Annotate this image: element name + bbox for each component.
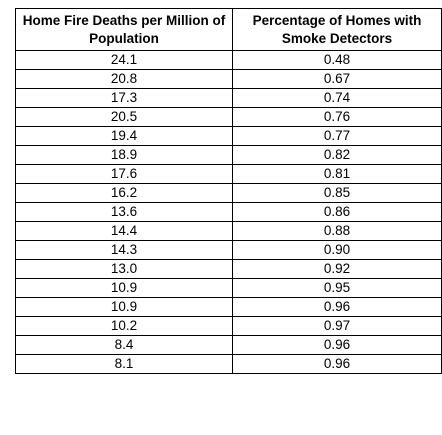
table-row: 20.8 0.67 xyxy=(15,69,442,89)
cell-smoke-detectors: 0.48 xyxy=(232,50,442,70)
cell-smoke-detectors: 0.96 xyxy=(232,297,442,317)
cell-fire-deaths: 13.6 xyxy=(15,202,233,222)
table-row: 8.4 0.96 xyxy=(15,335,442,355)
table-row: 20.5 0.76 xyxy=(15,107,442,127)
cell-fire-deaths: 10.9 xyxy=(15,297,233,317)
table-row: 24.1 0.48 xyxy=(15,50,442,70)
table-row: 13.0 0.92 xyxy=(15,259,442,279)
cell-smoke-detectors: 0.67 xyxy=(232,69,442,89)
cell-smoke-detectors: 0.90 xyxy=(232,240,442,260)
table-row: 14.3 0.90 xyxy=(15,240,442,260)
cell-fire-deaths: 19.4 xyxy=(15,126,233,146)
cell-smoke-detectors: 0.96 xyxy=(232,335,442,355)
table-row: 16.2 0.85 xyxy=(15,183,442,203)
cell-fire-deaths: 17.3 xyxy=(15,88,233,108)
cell-smoke-detectors: 0.74 xyxy=(232,88,442,108)
cell-fire-deaths: 8.4 xyxy=(15,335,233,355)
table-row: 17.6 0.81 xyxy=(15,164,442,184)
cell-smoke-detectors: 0.86 xyxy=(232,202,442,222)
cell-fire-deaths: 10.9 xyxy=(15,278,233,298)
table-row: 19.4 0.77 xyxy=(15,126,442,146)
table-row: 14.4 0.88 xyxy=(15,221,442,241)
data-table: Home Fire Deaths per Million of Populati… xyxy=(15,8,442,374)
data-table-container: Home Fire Deaths per Million of Populati… xyxy=(15,8,442,374)
cell-smoke-detectors: 0.88 xyxy=(232,221,442,241)
cell-fire-deaths: 20.5 xyxy=(15,107,233,127)
table-row: 13.6 0.86 xyxy=(15,202,442,222)
cell-fire-deaths: 17.6 xyxy=(15,164,233,184)
cell-smoke-detectors: 0.95 xyxy=(232,278,442,298)
header-smoke-detectors: Percentage of Homes with Smoke Detectors xyxy=(232,8,442,51)
cell-fire-deaths: 16.2 xyxy=(15,183,233,203)
cell-fire-deaths: 24.1 xyxy=(15,50,233,70)
table-row: 8.1 0.96 xyxy=(15,354,442,374)
cell-fire-deaths: 18.9 xyxy=(15,145,233,165)
cell-smoke-detectors: 0.85 xyxy=(232,183,442,203)
table-row: 17.3 0.74 xyxy=(15,88,442,108)
cell-fire-deaths: 10.2 xyxy=(15,316,233,336)
header-row: Home Fire Deaths per Million of Populati… xyxy=(15,8,442,51)
cell-fire-deaths: 14.4 xyxy=(15,221,233,241)
cell-fire-deaths: 13.0 xyxy=(15,259,233,279)
table-row: 18.9 0.82 xyxy=(15,145,442,165)
table-body: 24.1 0.48 20.8 0.67 17.3 0.74 20.5 0.76 19.4 0.77… xyxy=(15,50,442,374)
table-row: 10.9 0.95 xyxy=(15,278,442,298)
cell-fire-deaths: 8.1 xyxy=(15,354,233,374)
cell-smoke-detectors: 0.97 xyxy=(232,316,442,336)
header-fire-deaths: Home Fire Deaths per Million of Populati… xyxy=(15,8,233,51)
cell-smoke-detectors: 0.96 xyxy=(232,354,442,374)
cell-smoke-detectors: 0.81 xyxy=(232,164,442,184)
table-row: 10.9 0.96 xyxy=(15,297,442,317)
cell-smoke-detectors: 0.77 xyxy=(232,126,442,146)
table-header: Home Fire Deaths per Million of Populati… xyxy=(15,8,442,51)
cell-smoke-detectors: 0.92 xyxy=(232,259,442,279)
table-row: 10.2 0.97 xyxy=(15,316,442,336)
cell-smoke-detectors: 0.82 xyxy=(232,145,442,165)
cell-fire-deaths: 20.8 xyxy=(15,69,233,89)
cell-smoke-detectors: 0.76 xyxy=(232,107,442,127)
cell-fire-deaths: 14.3 xyxy=(15,240,233,260)
